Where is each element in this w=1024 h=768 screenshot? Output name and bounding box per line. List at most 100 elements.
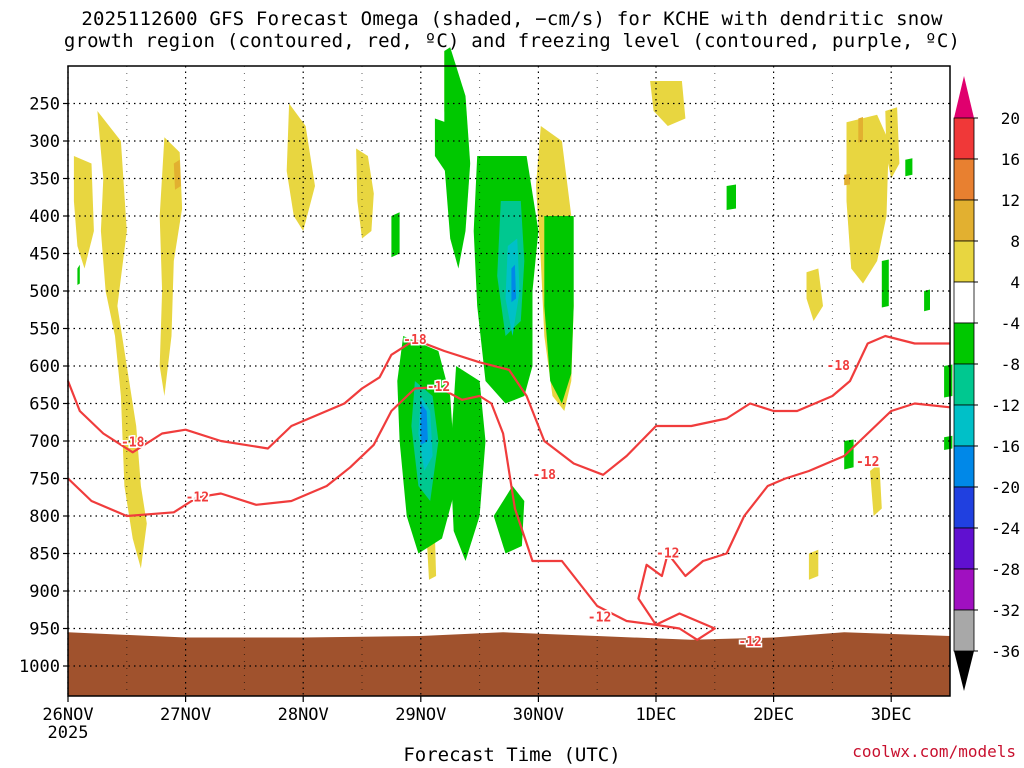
omega-region-24 [493,486,525,554]
contour-label-0-0: -18 [121,436,145,451]
colorbar-label-8: -16 [991,437,1020,456]
colorbar-label-13: -36 [991,642,1020,661]
colorbar-label-1: 16 [1001,150,1020,169]
colorbar-swatch-7 [953,404,975,447]
omega-region-39 [420,403,428,445]
omega-region-2 [73,156,94,269]
colorbar-label-0: 20 [1001,109,1020,128]
y-tick-label-850: 850 [29,545,60,565]
omega-region-29 [844,439,854,470]
y-tick-label-400: 400 [29,207,60,227]
plot-frame [67,65,951,697]
x-axis: 26NOV 27NOV 28NOV 29NOV 30NOV 1DEC 2DEC 3DEC 202… [42,696,912,743]
contour-lines: -18 -18 -18 -18 -12 -12 -12 -12 -12 -12 [66,331,951,652]
y-axis: 250 300 350 400 450 500 550 600 650 700 750 800 850 9… [19,95,68,677]
omega-region-10 [885,107,900,179]
colorbar-swatch-0 [953,117,975,160]
colorbar-swatch-2 [953,199,975,242]
colorbar-label-12: -32 [991,601,1020,620]
omega-region-3 [286,103,315,231]
colorbar-label-5: -4 [1001,314,1020,333]
y-tick-label-750: 750 [29,470,60,490]
y-tick-label-250: 250 [29,95,60,115]
colorbar-label-4: 4 [1010,273,1020,292]
contour-label-1-2: -12 [588,610,611,625]
colorbar-swatch-10 [953,527,975,570]
y-tick-label-550: 550 [29,320,60,340]
source-credit: coolwx.com/models [852,742,1016,761]
colorbar-label-6: -8 [1001,355,1020,374]
y-tick-label-700: 700 [29,432,60,452]
contour-label-1-4: -12 [738,635,761,650]
x-tick-label-4: 30NOV [513,705,564,725]
x-tick-label-7: 3DEC [871,705,912,725]
colorbar-swatch-6 [953,363,975,406]
omega-region-22 [444,47,471,269]
contour-label-1-5: -12 [856,455,879,470]
title-line-2: growth region (contoured, red, ºC) and f… [63,30,961,52]
y-tick-label-500: 500 [29,282,60,302]
omega-region-27 [391,212,400,258]
omega-region-25 [77,264,80,285]
contour-label-1-1: -12 [427,380,450,395]
colorbar-label-3: 8 [1010,232,1020,251]
colorbar-label-7: -12 [991,396,1020,415]
x-axis-title: Forecast Time (UTC) [403,744,621,766]
omega-region-28 [726,184,736,210]
contour-label-0-3: -18 [827,359,851,374]
colorbar-swatch-8 [953,445,975,488]
omega-region-4 [356,148,374,239]
omega-region-0 [97,111,147,569]
omega-region-12 [870,463,882,516]
x-tick-year: 2025 [48,723,89,743]
y-tick-label-800: 800 [29,507,60,527]
contour-label-0-2: -18 [533,468,557,483]
omega-region-1 [159,137,183,397]
colorbar-swatch-4 [953,281,975,324]
x-tick-label-3: 29NOV [395,705,446,725]
omega-region-14 [808,549,819,580]
omega-region-18 [173,159,181,190]
contour-label-1-3: -12 [656,547,679,562]
omega-region-9 [846,114,889,284]
colorbar-swatch-9 [953,486,975,529]
y-tick-label-350: 350 [29,170,60,190]
y-tick-label-950: 950 [29,620,60,640]
title-line-1: 2025112600 GFS Forecast Omega (shaded, −… [81,8,943,30]
x-tick-label-5: 1DEC [636,705,677,725]
omega-region-16 [858,117,863,143]
colorbar-label-9: -20 [991,478,1020,497]
chart-title: 2025112600 GFS Forecast Omega (shaded, −… [0,8,1024,52]
contour-line-1 [67,385,951,641]
x-tick-label-2: 28NOV [278,705,329,725]
omega-region-17 [844,174,850,186]
colorbar-swatch-12 [953,609,975,652]
y-tick-label-450: 450 [29,245,60,265]
omega-region-20 [450,366,486,561]
omega-region-34 [905,158,913,177]
y-tick-label-900: 900 [29,582,60,602]
omega-region-30 [881,259,889,308]
contour-line-0 [66,334,950,476]
colorbar-top-arrow [954,76,974,118]
colorbar-swatch-5 [953,322,975,365]
omega-region-31 [924,289,930,312]
colorbar-bottom-arrow [954,651,974,691]
colorbar-label-11: -28 [991,560,1020,579]
colorbar-label-10: -24 [991,519,1020,538]
contour-label-1-0: -12 [186,490,209,505]
omega-region-33 [944,435,953,450]
y-tick-label-600: 600 [29,357,60,377]
colorbar-swatch-11 [953,568,975,611]
plot-fill [68,47,953,696]
x-tick-label-0: 26NOV [42,705,93,725]
x-tick-label-6: 2DEC [753,705,794,725]
colorbar-label-2: 12 [1001,191,1020,210]
y-tick-label-300: 300 [29,132,60,152]
colorbar-swatch-1 [953,158,975,201]
omega-region-40 [511,264,517,303]
colorbar: 20 16 12 8 4 -4 -8 -12 -16 -20 -24 -28 -32 -36 [953,76,1020,691]
contour-label-0-1: -18 [403,333,427,348]
omega-region-32 [944,364,953,398]
colorbar-swatch-3 [953,240,975,283]
